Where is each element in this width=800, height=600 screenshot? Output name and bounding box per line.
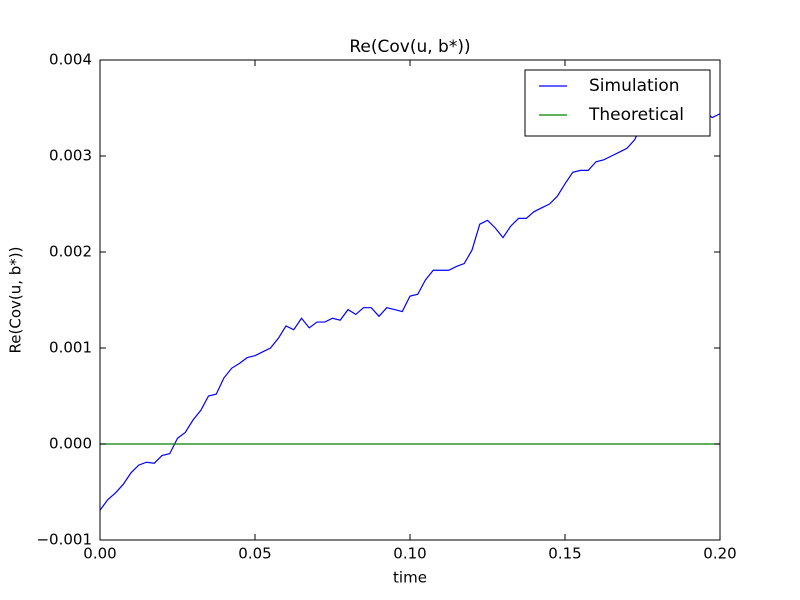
- legend-box: [524, 69, 711, 137]
- y-tick-label: −0.001: [36, 531, 92, 549]
- legend-label: Theoretical: [588, 105, 684, 125]
- legend-label: Simulation: [589, 76, 680, 96]
- series-line: [100, 105, 720, 511]
- x-tick-label: 0.20: [703, 545, 736, 563]
- plot-area: [100, 105, 720, 511]
- x-tick-label: 0.15: [548, 545, 581, 563]
- x-tick-label: 0.05: [238, 545, 271, 563]
- y-axis-label: Re(Cov(u, b*)): [7, 247, 25, 354]
- y-tick-label: 0.000: [49, 435, 92, 453]
- x-axis-label: time: [393, 569, 427, 587]
- x-tick-label: 0.00: [83, 545, 116, 563]
- y-tick-label: 0.003: [49, 147, 92, 165]
- y-tick-label: 0.001: [49, 339, 92, 357]
- chart-title: Re(Cov(u, b*)): [349, 37, 470, 57]
- y-tick-label: 0.002: [49, 243, 92, 261]
- x-tick-label: 0.10: [393, 545, 426, 563]
- axes: 0.00 0.05 0.10 0.15 0.20 −0.001 0.000 0.001 0.00…: [36, 51, 736, 563]
- y-tick-label: 0.004: [49, 51, 92, 69]
